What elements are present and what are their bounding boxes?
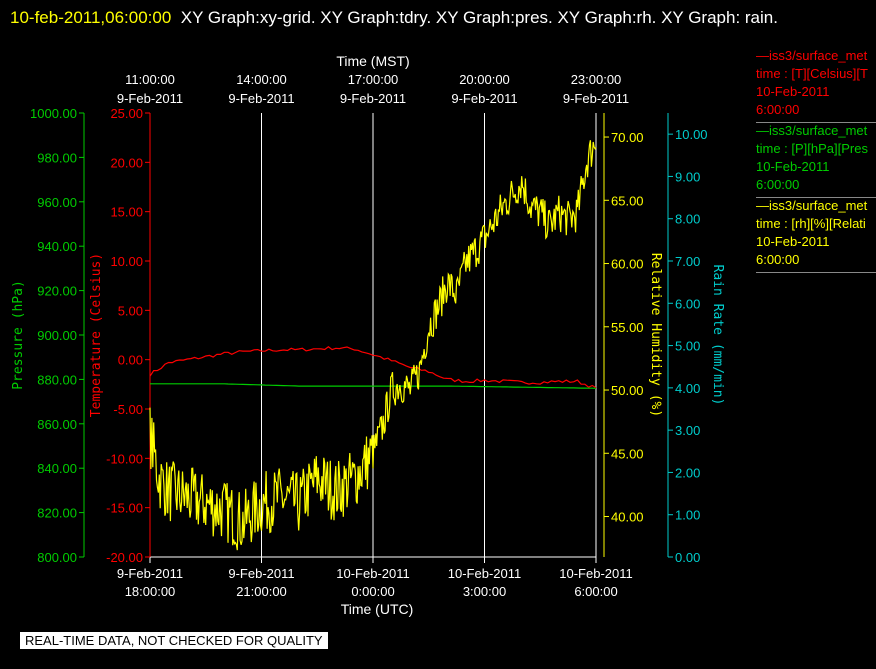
x-top-tick-label: 23:00:00 (571, 72, 622, 87)
x-top-tick-label: 9-Feb-2011 (340, 91, 406, 106)
legend-time: 6:00:00 (756, 177, 800, 192)
series-line-rh (149, 140, 597, 551)
x-top-tick-label: 20:00:00 (459, 72, 510, 87)
legend-series-name: —iss3/surface_met (756, 48, 868, 63)
pressure-tick-label: 980.00 (37, 150, 77, 165)
x-bottom-tick-label: 18:00:00 (125, 584, 176, 599)
legend-entry-pressure: —iss3/surface_met time : [P][hPa][Pres 1… (756, 123, 876, 198)
rain-axis-label: Rain Rate (mm/min) (710, 265, 725, 406)
rain-tick-label: 3.00 (675, 423, 700, 438)
legend-time: 6:00:00 (756, 252, 800, 267)
temperature-tick-label: 10.00 (110, 254, 143, 269)
temperature-tick-label: -10.00 (106, 451, 143, 466)
legend-series-desc: time : [rh][%][Relati (756, 216, 866, 231)
pressure-tick-label: 940.00 (37, 239, 77, 254)
x-top-tick-label: 17:00:00 (348, 72, 399, 87)
temperature-tick-label: -15.00 (106, 501, 143, 516)
series-line-p (150, 383, 597, 389)
chart-title: 10-feb-2011,06:00:00 XY Graph:xy-grid. X… (10, 3, 860, 32)
temperature-tick-label: 15.00 (110, 205, 143, 220)
grid-lines (150, 113, 597, 558)
series-group (149, 140, 597, 551)
x-top-tick-label: 9-Feb-2011 (563, 91, 629, 106)
x-top-tick-label: 14:00:00 (236, 72, 287, 87)
axes-group: 11:00:00 9-Feb-2011 14:00:00 9-Feb-2011 17:0… (11, 72, 725, 599)
legend-series-name: —iss3/surface_met (756, 123, 868, 138)
rain-tick-label: 0.00 (675, 550, 700, 565)
x-bottom-tick-label: 0:00:00 (351, 584, 394, 599)
title-graphs: XY Graph:xy-grid. XY Graph:tdry. XY Grap… (180, 8, 778, 27)
x-bottom-tick-label: 10-Feb-2011 (336, 566, 409, 581)
pressure-axis-label: Pressure (hPa) (11, 280, 26, 390)
x-bottom-tick-label: 10-Feb-2011 (448, 566, 521, 581)
temperature-tick-label: 20.00 (110, 155, 143, 170)
pressure-tick-label: 1000.00 (30, 106, 77, 121)
pressure-tick-label: 860.00 (37, 417, 77, 432)
rain-tick-label: 1.00 (675, 508, 700, 523)
humidity-tick-label: 40.00 (611, 510, 644, 525)
legend: —iss3/surface_met time : [T][Celsius][T … (756, 48, 876, 273)
humidity-axis-label: Relative Humidity (%) (648, 253, 663, 417)
pressure-tick-label: 820.00 (37, 506, 77, 521)
temperature-tick-label: 25.00 (110, 106, 143, 121)
pressure-tick-label: 880.00 (37, 372, 77, 387)
legend-time: 6:00:00 (756, 102, 800, 117)
temperature-axis-label: Temperature (Celsius) (89, 253, 104, 417)
rain-tick-label: 10.00 (675, 127, 708, 142)
title-timestamp: 10-feb-2011,06:00:00 (10, 8, 172, 27)
x-bottom-tick-label: 9-Feb-2011 (228, 566, 294, 581)
humidity-tick-label: 60.00 (611, 257, 644, 272)
pressure-tick-label: 960.00 (37, 195, 77, 210)
humidity-tick-label: 45.00 (611, 446, 644, 461)
x-bottom-axis-label: Time (UTC) (341, 601, 414, 617)
rain-tick-label: 9.00 (675, 169, 700, 184)
x-top-tick-label: 9-Feb-2011 (228, 91, 294, 106)
humidity-tick-label: 50.00 (611, 383, 644, 398)
legend-entry-humidity: —iss3/surface_met time : [rh][%][Relati … (756, 198, 876, 273)
rain-tick-label: 8.00 (675, 212, 700, 227)
humidity-tick-label: 65.00 (611, 193, 644, 208)
series-line-t (149, 346, 597, 389)
temperature-tick-label: -20.00 (106, 550, 143, 565)
pressure-tick-label: 840.00 (37, 461, 77, 476)
legend-series-desc: time : [P][hPa][Pres (756, 141, 868, 156)
legend-date: 10-Feb-2011 (756, 84, 830, 99)
pressure-tick-label: 800.00 (37, 550, 77, 565)
rain-tick-label: 4.00 (675, 381, 700, 396)
x-top-tick-label: 11:00:00 (125, 72, 175, 87)
legend-date: 10-Feb-2011 (756, 159, 830, 174)
rain-tick-label: 2.00 (675, 465, 700, 480)
legend-series-name: —iss3/surface_met (756, 198, 868, 213)
x-bottom-tick-label: 10-Feb-2011 (559, 566, 632, 581)
x-bottom-tick-label: 6:00:00 (574, 584, 617, 599)
x-bottom-tick-label: 21:00:00 (236, 584, 287, 599)
x-bottom-tick-label: 3:00:00 (463, 584, 506, 599)
x-top-tick-label: 9-Feb-2011 (117, 91, 183, 106)
pressure-tick-label: 900.00 (37, 328, 77, 343)
humidity-tick-label: 55.00 (611, 320, 644, 335)
x-top-axis-label: Time (MST) (336, 53, 409, 69)
legend-series-desc: time : [T][Celsius][T (756, 66, 868, 81)
rain-tick-label: 5.00 (675, 339, 700, 354)
legend-entry-temperature: —iss3/surface_met time : [T][Celsius][T … (756, 48, 876, 123)
legend-date: 10-Feb-2011 (756, 234, 830, 249)
x-bottom-tick-label: 9-Feb-2011 (117, 566, 183, 581)
temperature-tick-label: 0.00 (118, 353, 143, 368)
quality-notice: REAL-TIME DATA, NOT CHECKED FOR QUALITY (20, 632, 328, 649)
pressure-tick-label: 920.00 (37, 284, 77, 299)
x-top-tick-label: 9-Feb-2011 (451, 91, 517, 106)
temperature-tick-label: -5.00 (113, 402, 143, 417)
humidity-tick-label: 70.00 (611, 130, 644, 145)
temperature-tick-label: 5.00 (118, 303, 143, 318)
rain-tick-label: 7.00 (675, 254, 700, 269)
rain-tick-label: 6.00 (675, 296, 700, 311)
